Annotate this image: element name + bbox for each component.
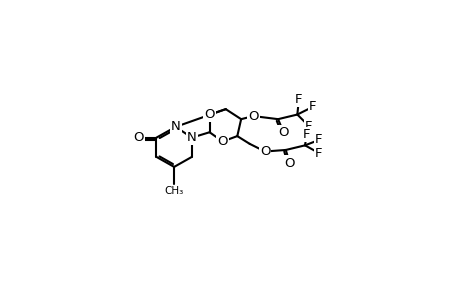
Text: O: O: [284, 157, 294, 169]
Text: F: F: [308, 100, 316, 113]
Text: F: F: [295, 93, 302, 106]
Text: O: O: [278, 126, 288, 139]
Text: F: F: [314, 146, 322, 160]
Text: O: O: [248, 110, 258, 123]
Text: F: F: [314, 134, 322, 146]
Text: CH₃: CH₃: [164, 186, 184, 196]
Text: O: O: [133, 131, 144, 144]
Text: N: N: [170, 120, 180, 134]
Text: F: F: [304, 120, 312, 133]
Text: O: O: [259, 145, 270, 158]
Text: N: N: [186, 131, 196, 144]
Text: O: O: [204, 108, 214, 121]
Text: O: O: [217, 135, 227, 148]
Text: F: F: [302, 128, 310, 141]
